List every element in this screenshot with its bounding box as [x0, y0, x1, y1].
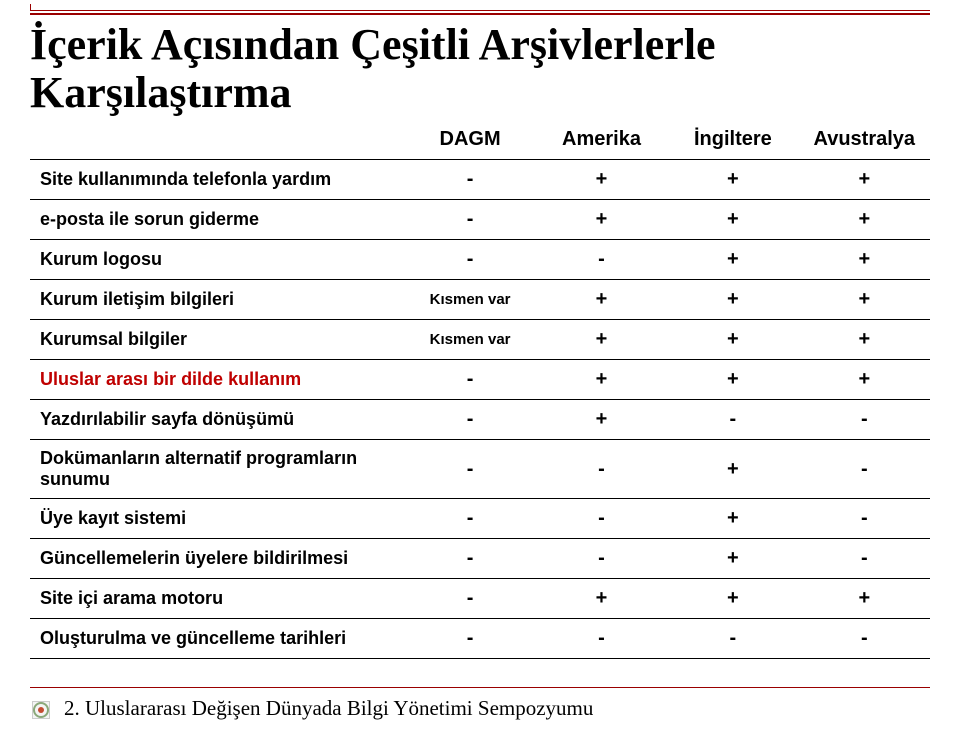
- row-cell: +: [536, 579, 667, 619]
- row-cell: +: [799, 579, 930, 619]
- row-cell: Kısmen var: [404, 320, 535, 360]
- table-row: Kurumsal bilgilerKısmen var+++: [30, 320, 930, 360]
- row-cell: +: [667, 579, 798, 619]
- row-cell: +: [667, 539, 798, 579]
- header-country-2: İngiltere: [667, 120, 798, 160]
- row-cell: +: [667, 499, 798, 539]
- row-cell: +: [667, 160, 798, 200]
- row-cell: -: [536, 440, 667, 499]
- row-cell: -: [799, 499, 930, 539]
- table-row: Uluslar arası bir dilde kullanım-+++: [30, 360, 930, 400]
- row-cell: +: [799, 280, 930, 320]
- table-row: Güncellemelerin üyelere bildirilmesi--+-: [30, 539, 930, 579]
- row-cell: -: [536, 240, 667, 280]
- row-cell: +: [536, 400, 667, 440]
- row-cell: +: [799, 160, 930, 200]
- row-cell: +: [667, 360, 798, 400]
- row-label: Yazdırılabilir sayfa dönüşümü: [30, 400, 404, 440]
- table-row: Üye kayıt sistemi--+-: [30, 499, 930, 539]
- row-cell: -: [404, 619, 535, 659]
- row-cell: -: [404, 499, 535, 539]
- table-row: Kurum logosu--++: [30, 240, 930, 280]
- row-cell: +: [536, 280, 667, 320]
- row-cell: +: [667, 280, 798, 320]
- slide-title: İçerik Açısından Çeşitli Arşivlerlerle K…: [30, 21, 930, 116]
- header-country-3: Avustralya: [799, 120, 930, 160]
- header-feature: [30, 120, 404, 160]
- row-label: Site kullanımında telefonla yardım: [30, 160, 404, 200]
- row-cell: +: [667, 440, 798, 499]
- row-label: Kurumsal bilgiler: [30, 320, 404, 360]
- table-row: Yazdırılabilir sayfa dönüşümü-+--: [30, 400, 930, 440]
- table-row: Site kullanımında telefonla yardım-+++: [30, 160, 930, 200]
- row-cell: -: [404, 200, 535, 240]
- row-label: Üye kayıt sistemi: [30, 499, 404, 539]
- footer-bullet-icon: [30, 699, 50, 719]
- row-cell: -: [404, 360, 535, 400]
- row-cell: -: [536, 539, 667, 579]
- title-line-1: İçerik Açısından Çeşitli Arşivlerlerle: [30, 20, 716, 69]
- row-label: e-posta ile sorun giderme: [30, 200, 404, 240]
- row-cell: -: [404, 579, 535, 619]
- row-cell: +: [536, 160, 667, 200]
- header-country-0: DAGM: [404, 120, 535, 160]
- top-rule-decoration: [30, 0, 930, 15]
- row-cell: -: [799, 440, 930, 499]
- row-cell: -: [404, 160, 535, 200]
- row-cell: -: [799, 400, 930, 440]
- row-cell: +: [799, 360, 930, 400]
- row-cell: -: [404, 440, 535, 499]
- row-cell: -: [799, 539, 930, 579]
- table-row: Site içi arama motoru-+++: [30, 579, 930, 619]
- table-row: Dokümanların alternatif programların sun…: [30, 440, 930, 499]
- slide: İçerik Açısından Çeşitli Arşivlerlerle K…: [0, 0, 960, 733]
- table-row: Oluşturulma ve güncelleme tarihleri----: [30, 619, 930, 659]
- row-cell: +: [799, 200, 930, 240]
- row-cell: -: [536, 619, 667, 659]
- footer-text: 2. Uluslararası Değişen Dünyada Bilgi Yö…: [64, 696, 593, 721]
- row-label: Kurum logosu: [30, 240, 404, 280]
- row-cell: +: [799, 240, 930, 280]
- row-label: Uluslar arası bir dilde kullanım: [30, 360, 404, 400]
- table-row: Kurum iletişim bilgileriKısmen var+++: [30, 280, 930, 320]
- row-cell: -: [667, 400, 798, 440]
- row-cell: -: [799, 619, 930, 659]
- row-cell: +: [667, 200, 798, 240]
- header-country-1: Amerika: [536, 120, 667, 160]
- row-cell: Kısmen var: [404, 280, 535, 320]
- row-label: Dokümanların alternatif programların sun…: [30, 440, 404, 499]
- row-cell: +: [667, 240, 798, 280]
- row-label: Güncellemelerin üyelere bildirilmesi: [30, 539, 404, 579]
- row-label: Kurum iletişim bilgileri: [30, 280, 404, 320]
- row-cell: -: [404, 240, 535, 280]
- row-label: Oluşturulma ve güncelleme tarihleri: [30, 619, 404, 659]
- footer: 2. Uluslararası Değişen Dünyada Bilgi Yö…: [30, 687, 930, 721]
- row-label: Site içi arama motoru: [30, 579, 404, 619]
- comparison-table: DAGM Amerika İngiltere Avustralya Site k…: [30, 120, 930, 659]
- row-cell: -: [536, 499, 667, 539]
- title-line-2: Karşılaştırma: [30, 68, 292, 117]
- row-cell: -: [404, 400, 535, 440]
- table-header-row: DAGM Amerika İngiltere Avustralya: [30, 120, 930, 160]
- table-row: e-posta ile sorun giderme-+++: [30, 200, 930, 240]
- row-cell: +: [536, 200, 667, 240]
- row-cell: +: [536, 320, 667, 360]
- row-cell: +: [536, 360, 667, 400]
- row-cell: -: [667, 619, 798, 659]
- row-cell: -: [404, 539, 535, 579]
- row-cell: +: [667, 320, 798, 360]
- row-cell: +: [799, 320, 930, 360]
